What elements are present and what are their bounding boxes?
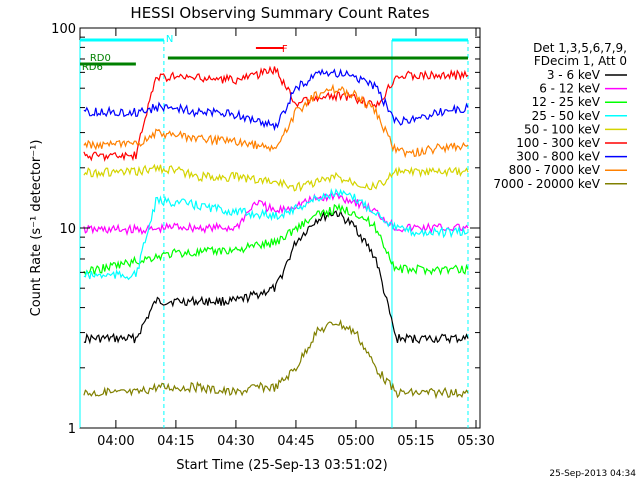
annotation-2: RD0 <box>90 53 111 64</box>
legend-header-0: Det 1,3,5,6,7,9, <box>533 41 627 55</box>
x-tick-label-0: 04:00 <box>97 434 134 449</box>
x-tick-label-5: 05:15 <box>397 434 434 449</box>
legend-label-6: 300 - 800 keV <box>516 150 600 164</box>
series-line-2 <box>83 202 469 276</box>
y-tick-label-0: 1 <box>68 422 76 437</box>
series-line-5 <box>83 65 469 162</box>
legend-label-5: 100 - 300 keV <box>516 136 600 150</box>
legend-label-1: 6 - 12 keV <box>539 82 601 96</box>
x-axis-label: Start Time (25-Sep-13 03:51:02) <box>176 458 387 473</box>
x-axis: 04:00 04:15 04:30 04:45 05:00 05:15 05:30 <box>97 28 495 449</box>
legend-label-0: 3 - 6 keV <box>547 68 601 82</box>
spacecraft-state-bands <box>79 38 469 428</box>
y-axis: 1 10 100 <box>51 22 480 437</box>
legend-label-8: 7000 - 20000 keV <box>493 177 600 191</box>
y-tick-label-2: 100 <box>51 22 76 37</box>
series-line-6 <box>83 68 469 132</box>
legend-label-3: 25 - 50 keV <box>532 109 601 123</box>
legend-label-2: 12 - 25 keV <box>532 95 601 109</box>
legend: Det 1,3,5,6,7,9,FDecim 1, Att 03 - 6 keV… <box>493 41 627 191</box>
x-tick-label-2: 04:30 <box>217 434 254 449</box>
chart-title: HESSI Observing Summary Count Rates <box>130 4 429 22</box>
series-line-3 <box>83 187 469 281</box>
legend-label-7: 800 - 7000 keV <box>509 163 601 177</box>
legend-label-4: 50 - 100 keV <box>524 122 601 136</box>
x-tick-label-4: 05:00 <box>337 434 374 449</box>
legend-header-1: FDecim 1, Att 0 <box>534 54 627 68</box>
series-line-7 <box>83 83 469 159</box>
y-axis-label: Count Rate (s⁻¹ detector⁻¹) <box>29 140 44 317</box>
plot-timestamp: 25-Sep-2013 04:34 <box>549 469 636 479</box>
y-tick-label-1: 10 <box>59 222 76 237</box>
series-line-8 <box>83 318 469 400</box>
x-tick-label-6: 05:30 <box>457 434 494 449</box>
annotation-0: N <box>166 34 173 45</box>
x-tick-label-1: 04:15 <box>157 434 194 449</box>
series-line-0 <box>83 209 469 345</box>
x-tick-label-3: 04:45 <box>277 434 314 449</box>
annotation-1: F <box>282 44 288 55</box>
series-lines <box>83 65 469 400</box>
series-line-4 <box>83 163 469 193</box>
annotation-3: RD6 <box>82 62 103 73</box>
